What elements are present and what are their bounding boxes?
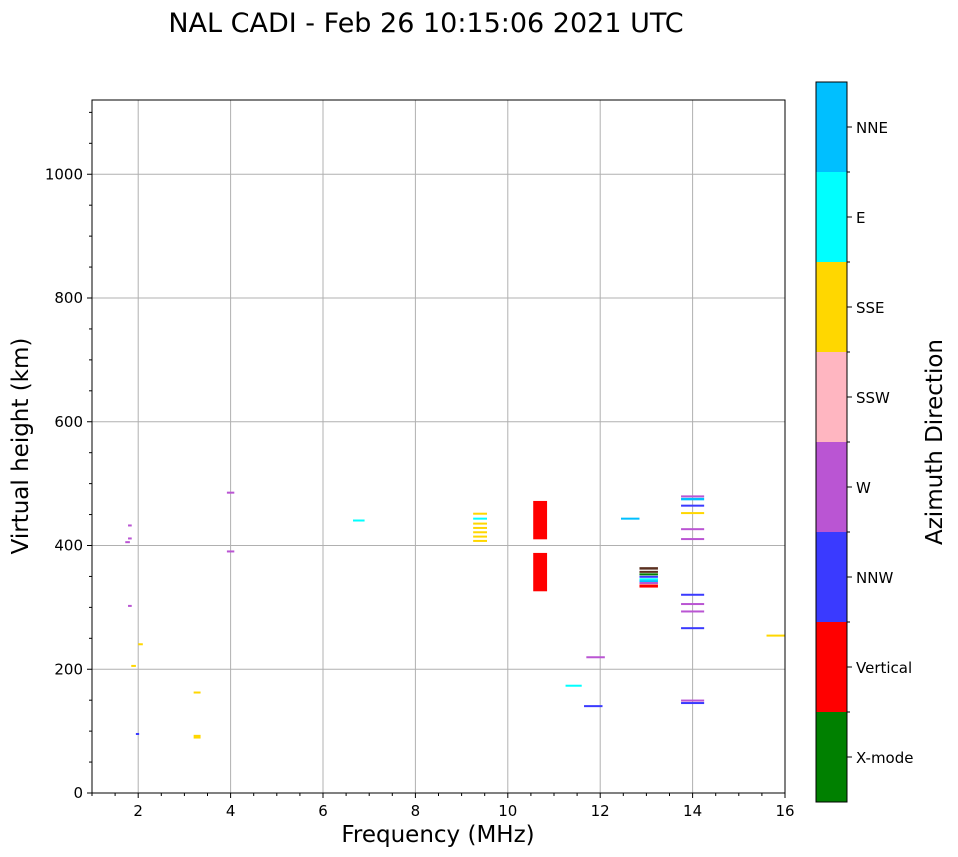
data-point-w	[586, 656, 605, 659]
data-marks	[125, 491, 785, 739]
data-point-x-mode	[639, 573, 658, 576]
data-point-nnw	[681, 702, 705, 705]
data-point-sse	[473, 531, 488, 534]
data-point-nne	[620, 517, 640, 520]
y-axis-label: Virtual height (km)	[8, 338, 34, 555]
data-point-dark	[639, 570, 658, 573]
y-tick-label: 200	[54, 660, 83, 678]
data-point-sse	[473, 539, 488, 542]
data-point-sse	[473, 512, 488, 515]
colorbar-segment-w	[816, 442, 847, 532]
y-tick-label: 400	[54, 537, 83, 555]
x-axis-label: Frequency (MHz)	[341, 822, 534, 848]
data-point-e	[639, 578, 658, 581]
data-point-w	[226, 550, 235, 553]
chart-title: NAL CADI - Feb 26 10:15:06 2021 UTC	[168, 8, 683, 39]
data-point-w	[639, 582, 658, 585]
data-point-sse	[681, 512, 705, 515]
colorbar-label-vertical: Vertical	[856, 659, 912, 677]
data-point-sse	[138, 643, 143, 646]
data-point-vertical	[533, 500, 548, 540]
data-point-nnw	[681, 593, 705, 596]
colorbar-segment-sse	[816, 262, 847, 352]
x-tick-label: 8	[411, 802, 421, 820]
data-point-w	[681, 699, 705, 702]
x-tick-label: 16	[775, 802, 794, 820]
data-point-sse	[473, 526, 488, 529]
data-point-nne	[681, 497, 705, 501]
colorbar-segment-ssw	[816, 352, 847, 442]
data-point-nnw	[681, 627, 705, 630]
data-point-vertical	[533, 552, 548, 592]
colorbar-label-x-mode: X-mode	[856, 749, 913, 767]
data-point-sse	[131, 664, 136, 667]
data-point-w	[681, 603, 705, 606]
plot-frame	[91, 99, 786, 794]
data-point-w	[681, 610, 705, 613]
x-tick-label: 4	[226, 802, 236, 820]
colorbar-frame	[815, 81, 848, 803]
data-point-e	[565, 684, 582, 687]
data-point-w	[128, 604, 132, 607]
x-tick-label: 2	[133, 802, 143, 820]
x-tick-label: 6	[318, 802, 328, 820]
data-point-sse	[193, 691, 201, 694]
data-point-nnw	[681, 504, 705, 507]
x-tick-label: 14	[683, 802, 702, 820]
data-point-sse	[766, 634, 785, 637]
colorbar-label-ssw: SSW	[856, 389, 890, 407]
colorbar: NNE E SSE SSW W NNW Vertical X-mode	[816, 82, 913, 802]
data-point-nnw	[639, 575, 658, 578]
grid-lines	[92, 100, 785, 793]
colorbar-label-sse: SSE	[856, 299, 885, 317]
colorbar-label-w: W	[856, 479, 871, 497]
colorbar-segment-x-mode	[816, 712, 847, 802]
y-tick-label: 1000	[45, 165, 83, 183]
colorbar-label-e: E	[856, 209, 865, 227]
data-point-nnw	[584, 705, 603, 708]
colorbar-label-nnw: NNW	[856, 569, 893, 587]
data-point-e	[353, 519, 365, 522]
data-point-w	[681, 495, 705, 498]
axis-ticks: 2 4 6 8 10 12 14 16 0 200 400 600 800 1000	[45, 111, 795, 820]
y-tick-label: 800	[54, 289, 83, 307]
colorbar-segment-e	[816, 172, 847, 262]
data-point-w	[226, 491, 235, 494]
x-tick-label: 10	[498, 802, 517, 820]
y-tick-label: 600	[54, 413, 83, 431]
data-point-w	[125, 541, 130, 544]
data-point-dark	[639, 567, 658, 570]
data-point-nne	[639, 580, 658, 583]
data-point-w	[128, 537, 132, 540]
data-point-vertical	[639, 584, 658, 588]
y-tick-label: 0	[73, 784, 83, 802]
data-point-w	[128, 524, 132, 527]
data-point-e	[473, 517, 488, 520]
data-point-w	[681, 528, 705, 531]
colorbar-segment-vertical	[816, 622, 847, 712]
x-tick-label: 12	[591, 802, 610, 820]
data-point-w	[681, 538, 705, 541]
colorbar-label: Azimuth Direction	[922, 339, 948, 545]
colorbar-label-nne: NNE	[856, 119, 888, 137]
colorbar-segment-nnw	[816, 532, 847, 622]
data-point-sse	[473, 522, 488, 525]
data-point-nnw	[135, 732, 140, 735]
data-point-sse	[473, 535, 488, 538]
colorbar-segment-nne	[816, 82, 847, 172]
data-point-sse	[193, 734, 201, 739]
